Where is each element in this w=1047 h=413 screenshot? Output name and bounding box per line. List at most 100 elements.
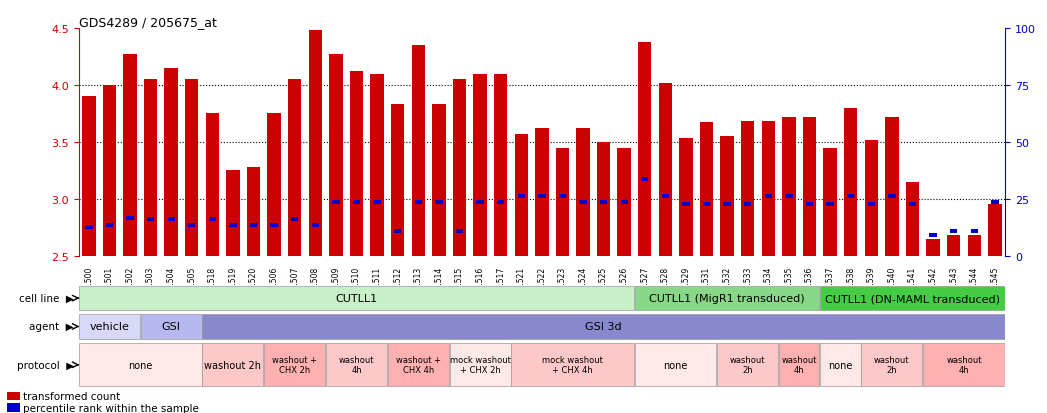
Text: washout
2h: washout 2h: [874, 356, 910, 374]
Bar: [143, 80, 157, 256]
Bar: [579, 201, 586, 205]
Bar: [332, 201, 339, 205]
Text: washout 2h: washout 2h: [204, 360, 262, 370]
Bar: [288, 80, 302, 256]
Bar: [514, 135, 528, 256]
Bar: [930, 234, 937, 237]
Bar: [371, 74, 384, 256]
Bar: [927, 239, 940, 256]
Bar: [436, 201, 443, 205]
Bar: [779, 344, 820, 386]
Bar: [885, 117, 898, 256]
Bar: [387, 344, 449, 386]
Bar: [906, 182, 919, 256]
Bar: [411, 46, 425, 256]
Bar: [865, 140, 878, 256]
Bar: [967, 235, 981, 256]
Bar: [862, 344, 922, 386]
Bar: [103, 85, 116, 256]
Bar: [476, 201, 484, 205]
Text: CUTLL1 (DN-MAML transduced): CUTLL1 (DN-MAML transduced): [825, 293, 1000, 304]
Bar: [717, 344, 778, 386]
Bar: [140, 314, 202, 339]
Bar: [85, 225, 92, 230]
Bar: [494, 74, 508, 256]
Bar: [992, 201, 999, 205]
Text: agent  ▶: agent ▶: [29, 322, 74, 332]
Bar: [497, 201, 505, 205]
Bar: [205, 114, 219, 256]
Bar: [888, 195, 895, 199]
Text: washout
4h: washout 4h: [946, 356, 982, 374]
Bar: [147, 218, 154, 222]
Bar: [946, 235, 960, 256]
Bar: [452, 80, 466, 256]
Bar: [634, 344, 716, 386]
Bar: [535, 129, 549, 256]
Text: transformed count: transformed count: [23, 391, 120, 401]
Bar: [683, 203, 690, 207]
Bar: [106, 223, 113, 228]
Bar: [782, 117, 796, 256]
Bar: [699, 123, 713, 256]
Bar: [188, 223, 196, 228]
Bar: [785, 195, 793, 199]
Bar: [511, 344, 634, 386]
Bar: [909, 203, 916, 207]
Text: CUTLL1 (MigR1 transduced): CUTLL1 (MigR1 transduced): [649, 293, 805, 304]
Bar: [638, 43, 651, 256]
Bar: [556, 148, 570, 256]
Bar: [764, 195, 772, 199]
Bar: [267, 114, 281, 256]
Text: mock washout
+ CHX 2h: mock washout + CHX 2h: [449, 356, 511, 374]
Bar: [7, 403, 20, 412]
Bar: [329, 55, 342, 256]
Bar: [923, 344, 1005, 386]
Bar: [391, 105, 404, 256]
Bar: [202, 314, 1005, 339]
Bar: [79, 314, 140, 339]
Text: none: none: [828, 360, 852, 370]
Bar: [680, 139, 693, 256]
Text: washout +
CHX 4h: washout + CHX 4h: [396, 356, 441, 374]
Bar: [634, 286, 820, 311]
Text: GSI 3d: GSI 3d: [585, 322, 622, 332]
Bar: [374, 201, 381, 205]
Bar: [723, 203, 731, 207]
Text: washout +
CHX 2h: washout + CHX 2h: [272, 356, 317, 374]
Text: washout
4h: washout 4h: [339, 356, 374, 374]
Bar: [559, 195, 566, 199]
Text: percentile rank within the sample: percentile rank within the sample: [23, 403, 199, 413]
Bar: [229, 223, 237, 228]
Text: washout
4h: washout 4h: [781, 356, 817, 374]
Bar: [844, 108, 857, 256]
Bar: [741, 122, 755, 256]
Bar: [621, 201, 628, 205]
Bar: [538, 195, 545, 199]
Bar: [618, 148, 631, 256]
Bar: [820, 344, 861, 386]
Bar: [124, 55, 137, 256]
Text: washout
2h: washout 2h: [730, 356, 765, 374]
Bar: [641, 178, 648, 182]
Text: GSI: GSI: [161, 322, 181, 332]
Bar: [449, 344, 511, 386]
Bar: [432, 105, 446, 256]
Bar: [270, 223, 277, 228]
Text: none: none: [664, 360, 688, 370]
Text: mock washout
+ CHX 4h: mock washout + CHX 4h: [542, 356, 603, 374]
Bar: [127, 216, 134, 221]
Bar: [455, 229, 463, 233]
Text: none: none: [128, 360, 153, 370]
Bar: [823, 148, 837, 256]
Bar: [820, 286, 1005, 311]
Bar: [988, 205, 1002, 256]
Bar: [168, 218, 175, 222]
Bar: [185, 80, 199, 256]
Bar: [803, 117, 817, 256]
Bar: [761, 122, 775, 256]
Bar: [79, 286, 634, 311]
Bar: [247, 168, 261, 256]
Bar: [826, 203, 833, 207]
Bar: [744, 203, 752, 207]
